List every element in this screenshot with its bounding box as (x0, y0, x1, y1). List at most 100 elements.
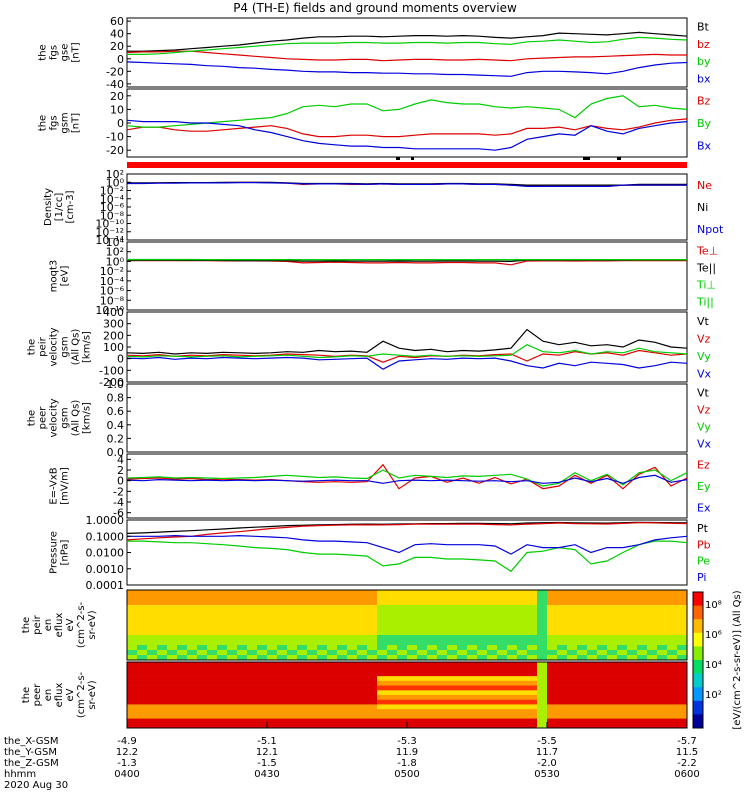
x-tick-label: -2.2 (677, 758, 697, 769)
spectrogram-cell (427, 655, 438, 661)
spectrogram-cell (197, 695, 208, 701)
spectrogram-cell (567, 704, 578, 710)
spectrogram-cell (347, 590, 358, 596)
spectrogram-cell (267, 690, 278, 696)
x-tick-label: 11.7 (536, 747, 558, 758)
spectrogram-cell (427, 640, 438, 646)
spectrogram-cell (527, 680, 538, 686)
spectrogram-cell (557, 605, 568, 611)
spectrogram-cell (487, 699, 498, 705)
spectrogram-cell (287, 690, 298, 696)
spectrogram-cell (427, 666, 438, 672)
spectrogram-cell (367, 723, 378, 729)
spectrogram-cell (547, 676, 558, 682)
spectrogram-cell (297, 713, 308, 719)
spectrogram-cell (177, 600, 188, 606)
spectrogram-cell (357, 600, 368, 606)
spectrogram-cell (437, 671, 448, 677)
spectrogram-cell (667, 605, 678, 611)
spectrogram-cell (517, 676, 528, 682)
spectrogram-cell (497, 635, 508, 641)
spectrogram-cell (187, 680, 198, 686)
spectrogram-cell (377, 695, 388, 701)
spectrogram-cell (537, 630, 548, 636)
spectrogram-cell (347, 620, 358, 626)
spectrogram-cell (127, 605, 138, 611)
spectrogram-cell (387, 695, 398, 701)
x-tick-label: 0530 (534, 769, 559, 780)
spectrogram-cell (667, 655, 678, 661)
spectrogram-cell (417, 671, 428, 677)
spectrogram-cell (387, 662, 398, 668)
spectrogram-cell (537, 625, 548, 631)
spectrogram-cell (337, 704, 348, 710)
spectrogram-cell (457, 723, 468, 729)
spectrogram-cell (557, 699, 568, 705)
spectrogram-cell (127, 590, 138, 596)
spectrogram-cell (397, 630, 408, 636)
y-axis-label: velocity (49, 398, 60, 437)
spectrogram-cell (127, 615, 138, 621)
spectrogram-cell (637, 666, 648, 672)
spectrogram-cell (157, 676, 168, 682)
spectrogram-cell (397, 605, 408, 611)
spectrogram-cell (397, 699, 408, 705)
spectrogram-cell (417, 666, 428, 672)
spectrogram-cell (267, 635, 278, 641)
spectrogram-cell (347, 655, 358, 661)
y-tick-label: -4 (113, 496, 124, 509)
spectrogram-cell (517, 640, 528, 646)
spectrogram-cell (287, 645, 298, 651)
spectrogram-cell (137, 690, 148, 696)
series-line-Ex (126, 474, 688, 484)
spectrogram-cell (597, 662, 608, 668)
spectrogram-cell (497, 676, 508, 682)
spectrogram-cell (147, 695, 158, 701)
spectrogram-cell (507, 600, 518, 606)
spectrogram-cell (187, 695, 198, 701)
y-tick-label: 0.6 (107, 405, 125, 418)
spectrogram-cell (427, 635, 438, 641)
spectrogram-cell (597, 685, 608, 691)
spectrogram-cell (347, 685, 358, 691)
spectrogram-cell (457, 645, 468, 651)
spectrogram-cell (327, 695, 338, 701)
spectrogram-cell (157, 655, 168, 661)
spectrogram-cell (167, 620, 178, 626)
spectrogram-cell (397, 666, 408, 672)
spectrogram-cell (267, 709, 278, 715)
spectrogram-cell (207, 610, 218, 616)
spectrogram-cell (657, 695, 668, 701)
spectrogram-cell (597, 718, 608, 724)
spectrogram-cell (447, 650, 458, 656)
spectrogram-cell (437, 695, 448, 701)
spectrogram-cell (587, 699, 598, 705)
spectrogram-cell (197, 718, 208, 724)
y-tick-label: -2 (113, 485, 124, 498)
spectrogram-cell (507, 630, 518, 636)
spectrogram-cell (217, 699, 228, 705)
spectrogram-cell (267, 610, 278, 616)
spectrogram-cell (407, 595, 418, 601)
spectrogram-cell (627, 666, 638, 672)
spectrogram-cell (147, 595, 158, 601)
spectrogram-cell (597, 690, 608, 696)
spectrogram-cell (527, 709, 538, 715)
spectrogram-cell (487, 590, 498, 596)
spectrogram-cell (127, 595, 138, 601)
spectrogram-cell (127, 718, 138, 724)
spectrogram-cell (217, 645, 228, 651)
spectrogram-cell (667, 704, 678, 710)
spectrogram-cell (377, 723, 388, 729)
spectrogram-cell (137, 676, 148, 682)
spectrogram-cell (667, 630, 678, 636)
spectrogram-cell (627, 676, 638, 682)
spectrogram-cell (317, 699, 328, 705)
spectrogram-cell (207, 605, 218, 611)
spectrogram-cell (217, 680, 228, 686)
spectrogram-cell (267, 620, 278, 626)
spectrogram-cell (597, 680, 608, 686)
spectrogram-cell (567, 635, 578, 641)
spectrogram-cell (557, 595, 568, 601)
spectrogram-cell (377, 718, 388, 724)
